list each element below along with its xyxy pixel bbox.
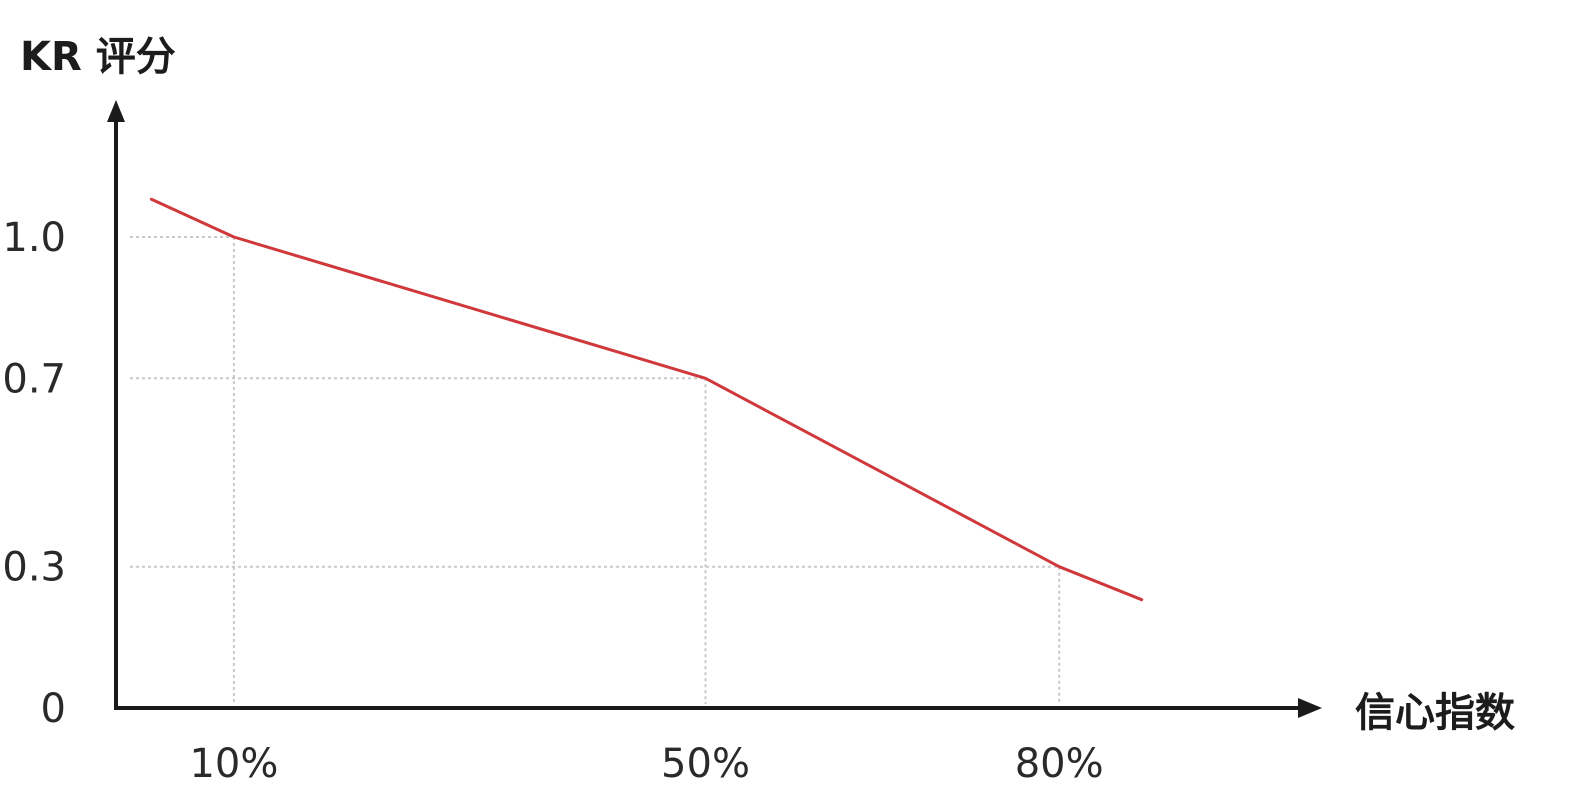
y-axis-title: KR 评分	[20, 34, 176, 80]
guide-lines	[130, 236, 1061, 704]
tick-labels: 0 0.3 0.7 1.0 10% 50% 80%	[2, 215, 1103, 787]
x-tick-label: 50%	[661, 741, 750, 787]
y-tick-label: 0.3	[2, 545, 66, 591]
x-axis-title: 信心指数	[1355, 690, 1515, 736]
series-layer	[149, 197, 1144, 602]
y-tick-label: 0	[41, 686, 66, 732]
y-tick-label: 1.0	[2, 215, 66, 261]
y-tick-label: 0.7	[2, 356, 66, 402]
x-tick-label: 80%	[1015, 741, 1104, 787]
y-axis-arrow-icon	[107, 100, 125, 122]
x-tick-label: 10%	[189, 741, 278, 787]
axes	[107, 100, 1322, 718]
x-axis-arrow-icon	[1298, 698, 1322, 718]
series-line	[149, 197, 1144, 602]
